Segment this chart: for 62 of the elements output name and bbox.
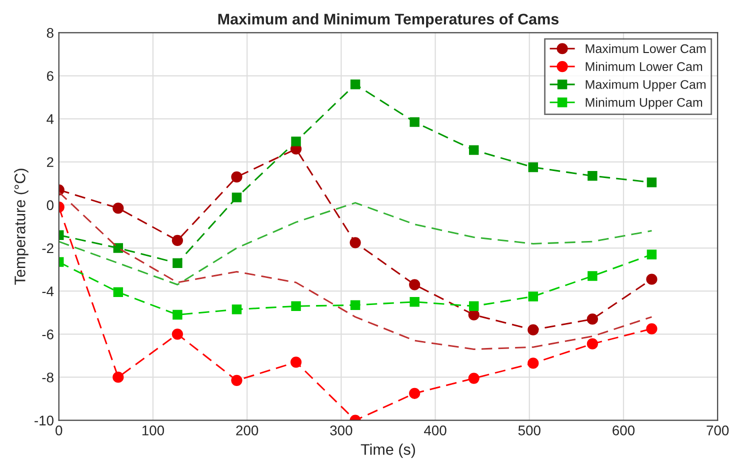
point bbox=[646, 177, 657, 188]
y-tick-label: -2 bbox=[42, 243, 54, 254]
chart-title: Maximum and Minimum Temperatures of Cams bbox=[218, 13, 559, 28]
point bbox=[646, 323, 658, 334]
y-axis-title: Temperature (°C) bbox=[14, 168, 28, 285]
point bbox=[350, 80, 360, 90]
x-tick-label: 200 bbox=[236, 426, 258, 436]
y-tick-label: 8 bbox=[46, 28, 54, 38]
x-tick-label: 700 bbox=[706, 426, 729, 436]
point bbox=[469, 145, 479, 155]
line-series bbox=[58, 202, 652, 286]
point bbox=[468, 372, 480, 384]
point bbox=[231, 374, 242, 386]
x-tick-label: 300 bbox=[330, 426, 352, 436]
y-tick-label: 0 bbox=[46, 200, 54, 210]
x-tick-label: 600 bbox=[612, 426, 635, 436]
y-tick-label: -4 bbox=[42, 286, 54, 296]
point bbox=[112, 202, 124, 214]
point bbox=[350, 237, 361, 248]
legend-label: Maximum Lower Cam bbox=[586, 44, 706, 54]
point bbox=[172, 310, 182, 320]
point bbox=[586, 314, 598, 325]
y-tick-label: 6 bbox=[47, 71, 54, 81]
point bbox=[291, 136, 301, 146]
point bbox=[409, 388, 420, 399]
point bbox=[586, 338, 598, 350]
x-axis-title: Time (s) bbox=[360, 444, 416, 458]
point bbox=[291, 301, 301, 312]
point bbox=[646, 250, 657, 260]
point bbox=[172, 234, 184, 246]
point bbox=[350, 300, 360, 310]
x-tick-label: 400 bbox=[424, 426, 446, 436]
point bbox=[588, 271, 598, 281]
y-tick-label: 4 bbox=[46, 114, 54, 124]
legend-label: Maximum Upper Cam bbox=[586, 80, 706, 92]
point bbox=[112, 372, 124, 383]
legend-label: Minimum Lower Cam bbox=[586, 62, 702, 72]
y-tick-label: -8 bbox=[42, 372, 54, 382]
x-tick-label: 100 bbox=[142, 426, 164, 436]
point bbox=[588, 171, 598, 181]
point bbox=[231, 171, 242, 183]
legend-label: Minimum Upper Cam bbox=[586, 98, 702, 110]
point bbox=[290, 356, 302, 368]
point bbox=[528, 324, 539, 336]
point bbox=[172, 258, 182, 268]
point bbox=[646, 274, 658, 285]
y-tick-label: -6 bbox=[42, 330, 54, 340]
point bbox=[410, 117, 420, 127]
point bbox=[528, 358, 539, 369]
x-tick-label: 0 bbox=[56, 426, 62, 436]
point bbox=[469, 301, 479, 312]
x-tick-label: 500 bbox=[518, 426, 540, 436]
point bbox=[409, 279, 420, 290]
point bbox=[172, 328, 184, 340]
point bbox=[113, 287, 124, 298]
point bbox=[232, 304, 242, 314]
point bbox=[410, 297, 420, 307]
y-tick-label: -10 bbox=[34, 416, 54, 426]
point bbox=[232, 192, 242, 202]
y-tick-label: 2 bbox=[46, 157, 54, 167]
point bbox=[528, 292, 538, 302]
point bbox=[528, 162, 538, 172]
